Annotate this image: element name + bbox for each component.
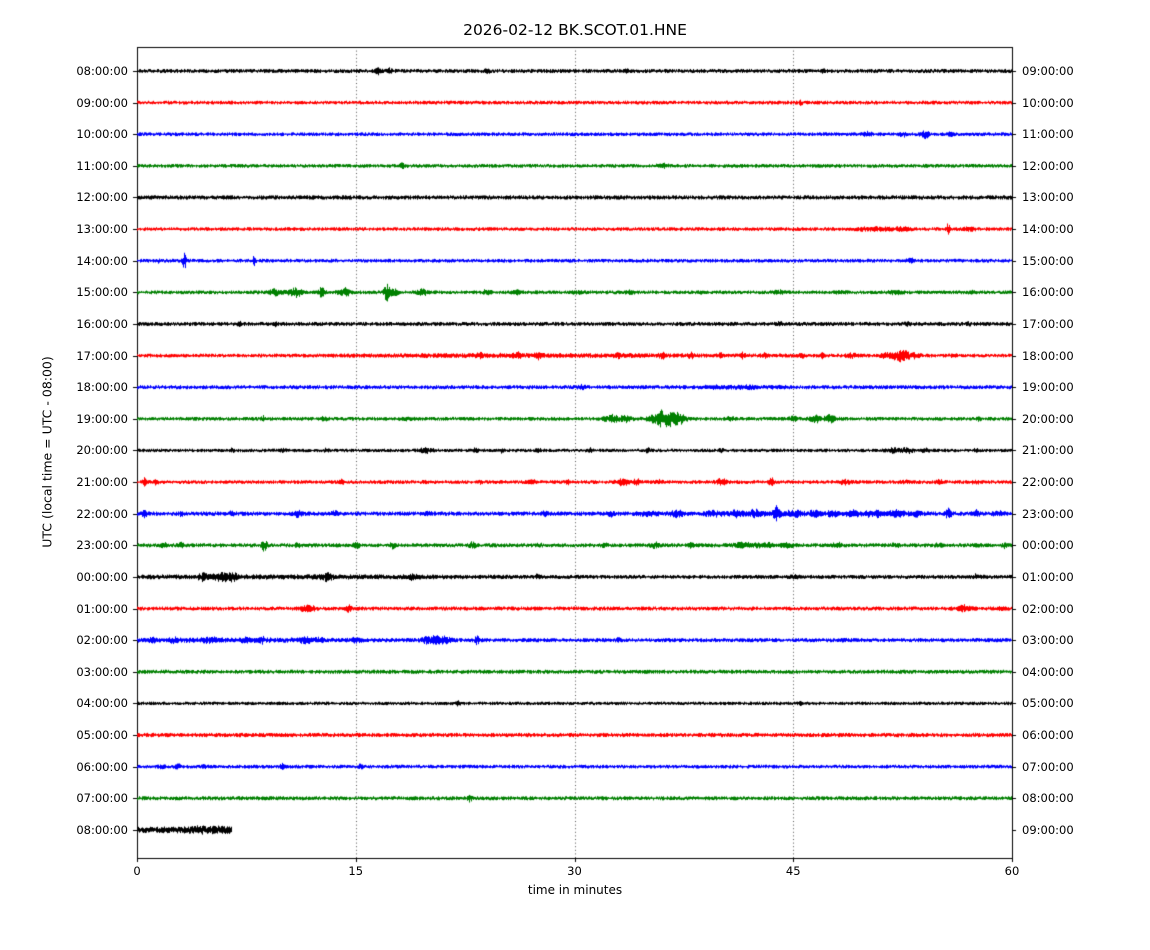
utc-time-label: 20:00:00 [76,443,128,458]
utc-time-label: 04:00:00 [76,696,128,711]
plot-title: 2026-02-12 BK.SCOT.01.HNE [463,21,687,39]
local-time-label: 23:00:00 [1022,506,1074,521]
utc-time-label: 23:00:00 [76,538,128,553]
utc-time-label: 02:00:00 [76,633,128,648]
local-time-label: 18:00:00 [1022,348,1074,363]
utc-time-label: 15:00:00 [76,285,128,300]
local-time-label: 17:00:00 [1022,316,1074,331]
local-time-label: 13:00:00 [1022,190,1074,205]
x-axis-label: time in minutes [527,883,623,897]
utc-time-label: 01:00:00 [76,601,128,616]
utc-time-label: 22:00:00 [76,506,128,521]
utc-time-label: 03:00:00 [76,664,128,679]
local-time-label: 12:00:00 [1022,158,1074,173]
local-time-label: 08:00:00 [1022,791,1074,806]
local-time-label: 21:00:00 [1022,443,1074,458]
utc-time-label: 13:00:00 [76,222,128,237]
local-time-label: 11:00:00 [1022,127,1074,142]
local-time-label: 09:00:00 [1022,64,1074,78]
utc-time-label: 17:00:00 [76,348,128,363]
x-tick-label: 0 [133,864,141,878]
utc-time-label: 10:00:00 [76,127,128,142]
utc-time-label: 08:00:00 [76,822,128,837]
utc-time-label: 08:00:00 [76,64,128,78]
local-time-label: 10:00:00 [1022,95,1074,110]
utc-time-label: 21:00:00 [76,475,128,490]
utc-time-label: 05:00:00 [76,728,128,743]
utc-time-label: 16:00:00 [76,316,128,331]
x-tick-label: 60 [1004,864,1020,878]
utc-time-label: 12:00:00 [76,190,128,205]
local-time-label: 19:00:00 [1022,380,1074,395]
utc-time-label: 14:00:00 [76,253,128,268]
local-time-label: 14:00:00 [1022,222,1074,237]
local-time-label: 16:00:00 [1022,285,1074,300]
utc-time-label: 18:00:00 [76,380,128,395]
y-axis-label: UTC (local time = UTC - 08:00) [39,356,55,548]
local-time-label: 22:00:00 [1022,475,1074,490]
local-time-label: 03:00:00 [1022,633,1074,648]
local-time-label: 15:00:00 [1022,253,1074,268]
x-tick-label: 30 [567,864,582,878]
x-tick-label: 15 [348,864,364,878]
utc-time-label: 07:00:00 [76,791,128,806]
local-time-label: 06:00:00 [1022,728,1074,743]
utc-time-label: 19:00:00 [76,411,128,426]
local-time-label: 05:00:00 [1022,696,1074,711]
local-time-label: 09:00:00 [1022,822,1074,837]
utc-time-label: 11:00:00 [76,158,128,173]
utc-time-label: 06:00:00 [76,759,128,774]
local-time-label: 07:00:00 [1022,759,1074,774]
utc-time-label: 09:00:00 [76,95,128,110]
utc-time-label: 00:00:00 [76,569,128,584]
x-tick-label: 45 [785,864,801,878]
local-time-label: 02:00:00 [1022,601,1074,616]
local-time-label: 20:00:00 [1022,411,1074,426]
local-time-label: 00:00:00 [1022,538,1074,553]
local-time-label: 01:00:00 [1022,569,1074,584]
local-time-label: 04:00:00 [1022,664,1074,679]
